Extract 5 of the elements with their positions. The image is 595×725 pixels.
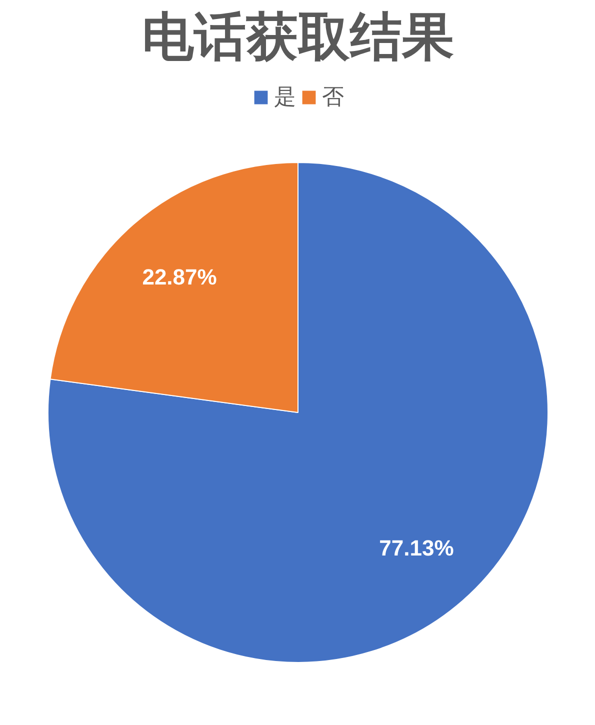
legend-label: 是 <box>274 84 296 112</box>
legend-label: 否 <box>322 84 344 112</box>
data-label: 77.13% <box>379 536 454 561</box>
chart-title: 电话获取结果 <box>142 8 454 68</box>
data-label: 22.87% <box>142 264 217 290</box>
